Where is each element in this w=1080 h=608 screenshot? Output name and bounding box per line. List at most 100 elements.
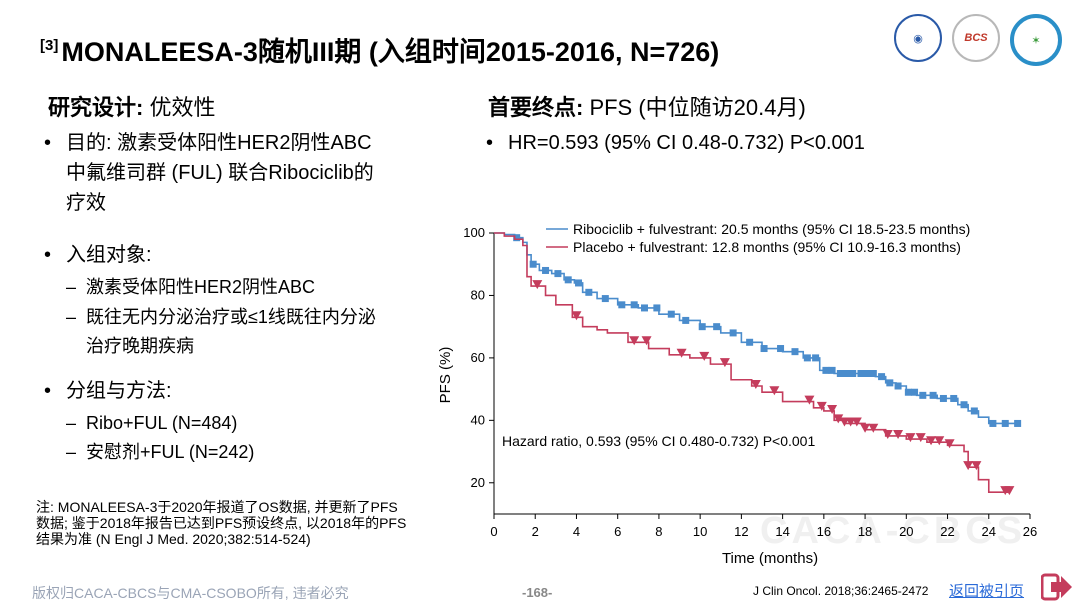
censor-mark-ribo — [1001, 419, 1009, 427]
x-tick-label: 4 — [573, 524, 580, 539]
x-tick-label: 10 — [693, 524, 707, 539]
censor-mark-placebo — [750, 379, 761, 389]
censor-mark-placebo — [851, 417, 862, 427]
y-tick-label: 80 — [471, 287, 485, 302]
censor-mark-placebo — [944, 439, 955, 449]
censor-mark-placebo — [769, 386, 780, 396]
chart-legend: Ribociclib + fulvestrant: 20.5 months (9… — [546, 221, 970, 255]
return-arrow-icon[interactable] — [1041, 572, 1073, 602]
censor-mark-ribo — [513, 234, 521, 242]
group-bullet: • 分组与方法: — [44, 376, 172, 406]
censor-mark-ribo — [542, 266, 550, 274]
censor-mark-ribo — [698, 323, 706, 331]
censor-mark-placebo — [699, 351, 710, 361]
censor-mark-placebo — [719, 358, 730, 368]
watermark: CACA-CBCS — [760, 510, 1027, 552]
censor-mark-ribo — [529, 260, 537, 268]
censor-mark-ribo — [667, 310, 675, 318]
censor-mark-ribo — [857, 370, 865, 377]
x-tick-label: 26 — [1023, 524, 1037, 539]
return-link[interactable]: 返回被引页 — [949, 583, 1025, 600]
hazard-ratio-annotation: Hazard ratio, 0.593 (95% CI 0.480-0.732)… — [502, 433, 815, 449]
censor-mark-ribo — [960, 401, 968, 409]
censor-mark-placebo — [676, 348, 687, 358]
censor-mark-ribo — [575, 279, 583, 287]
censor-mark-ribo — [713, 323, 721, 331]
censor-mark-ribo — [653, 304, 661, 312]
censor-mark-placebo — [816, 401, 827, 411]
y-tick-label: 100 — [463, 225, 485, 240]
copyright-footer: 版权归CACA-CBCS与CMA-CSOBO所有, 违者必究 — [32, 585, 349, 601]
x-tick-label: 14 — [775, 524, 789, 539]
censor-mark-ribo — [791, 348, 799, 356]
censor-mark-placebo — [629, 336, 640, 346]
censor-mark-placebo — [827, 404, 838, 414]
censor-mark-ribo — [746, 338, 754, 346]
y-axis-label: PFS (%) — [437, 347, 454, 404]
title-ref: [3] — [40, 37, 59, 54]
series-line-1 — [494, 232, 1020, 425]
purpose-bullet: • 目的: 激素受体阳性HER2阴性ABC 中氟维司群 (FUL) 联合Ribo… — [44, 128, 374, 218]
censor-mark-ribo — [869, 370, 877, 377]
censor-mark-ribo — [878, 373, 886, 381]
censor-mark-placebo — [641, 336, 652, 346]
x-tick-label: 6 — [614, 524, 621, 539]
censor-mark-ribo — [919, 391, 927, 399]
censor-mark-placebo — [882, 429, 893, 439]
group-sub-1: – Ribo+FUL (N=484) — [66, 413, 238, 433]
censor-mark-placebo — [532, 280, 543, 290]
x-tick-label: 16 — [817, 524, 831, 539]
censor-mark-placebo — [868, 423, 879, 433]
censor-mark-ribo — [894, 382, 902, 390]
censor-mark-ribo — [640, 304, 648, 312]
enroll-bullet: • 入组对象: — [44, 240, 152, 270]
logo-group: ◉ BCS ✶ — [894, 14, 1062, 66]
legend-label-2: Placebo + fulvestrant: 12.8 months (95% … — [573, 239, 961, 255]
bullet-dot-icon: • — [44, 380, 52, 402]
hr-bullet: • HR=0.593 (95% CI 0.48-0.732) P<0.001 — [486, 128, 865, 158]
y-tick-label: 20 — [471, 475, 485, 490]
censor-mark-placebo — [1004, 486, 1015, 496]
csobo-logo-icon: ✶ — [1010, 14, 1062, 66]
x-tick-label: 20 — [899, 524, 913, 539]
series-line-2 — [494, 232, 1010, 493]
slide-title: [3] MONALEESA-3随机III期 (入组时间2015-2016, N=7… — [40, 30, 719, 69]
censor-mark-ribo — [630, 301, 638, 309]
censor-mark-ribo — [911, 388, 919, 396]
censor-mark-placebo — [833, 414, 844, 424]
censor-mark-ribo — [843, 370, 851, 377]
x-tick-label: 18 — [858, 524, 872, 539]
censor-mark-placebo — [963, 461, 974, 471]
censor-mark-ribo — [970, 407, 978, 415]
censor-mark-placebo — [860, 423, 871, 433]
censor-mark-ribo — [554, 270, 562, 278]
censor-mark-ribo — [564, 276, 572, 284]
censor-mark-placebo — [571, 311, 582, 321]
censor-mark-ribo — [828, 366, 836, 374]
censor-mark-ribo — [777, 345, 785, 353]
x-tick-label: 8 — [655, 524, 662, 539]
censor-mark-placebo — [905, 433, 916, 443]
enroll-sub-1: – 激素受体阳性HER2阴性ABC — [66, 277, 316, 297]
censor-mark-ribo — [729, 329, 737, 337]
y-tick-label: 60 — [471, 350, 485, 365]
censor-mark-placebo — [893, 429, 904, 439]
censor-mark-placebo — [934, 436, 945, 446]
censor-mark-ribo — [1014, 419, 1022, 427]
legend-label-1: Ribociclib + fulvestrant: 20.5 months (9… — [573, 221, 970, 237]
bullet-dot-icon: • — [44, 244, 52, 266]
page-number: -168- — [522, 585, 553, 600]
citation: J Clin Oncol. 2018;36:2465-2472 — [753, 584, 929, 598]
x-axis-label: Time (months) — [722, 550, 818, 567]
bullet-dot-icon: • — [486, 132, 494, 154]
censor-mark-ribo — [904, 388, 912, 396]
title-text: MONALEESA-3随机III期 (入组时间2015-2016, N=726) — [61, 37, 720, 67]
bcs-logo-icon: BCS — [952, 14, 1000, 62]
x-tick-label: 12 — [734, 524, 748, 539]
censor-mark-placebo — [915, 433, 926, 443]
censor-mark-ribo — [601, 295, 609, 303]
x-tick-label: 0 — [490, 524, 497, 539]
censor-mark-ribo — [822, 366, 830, 374]
